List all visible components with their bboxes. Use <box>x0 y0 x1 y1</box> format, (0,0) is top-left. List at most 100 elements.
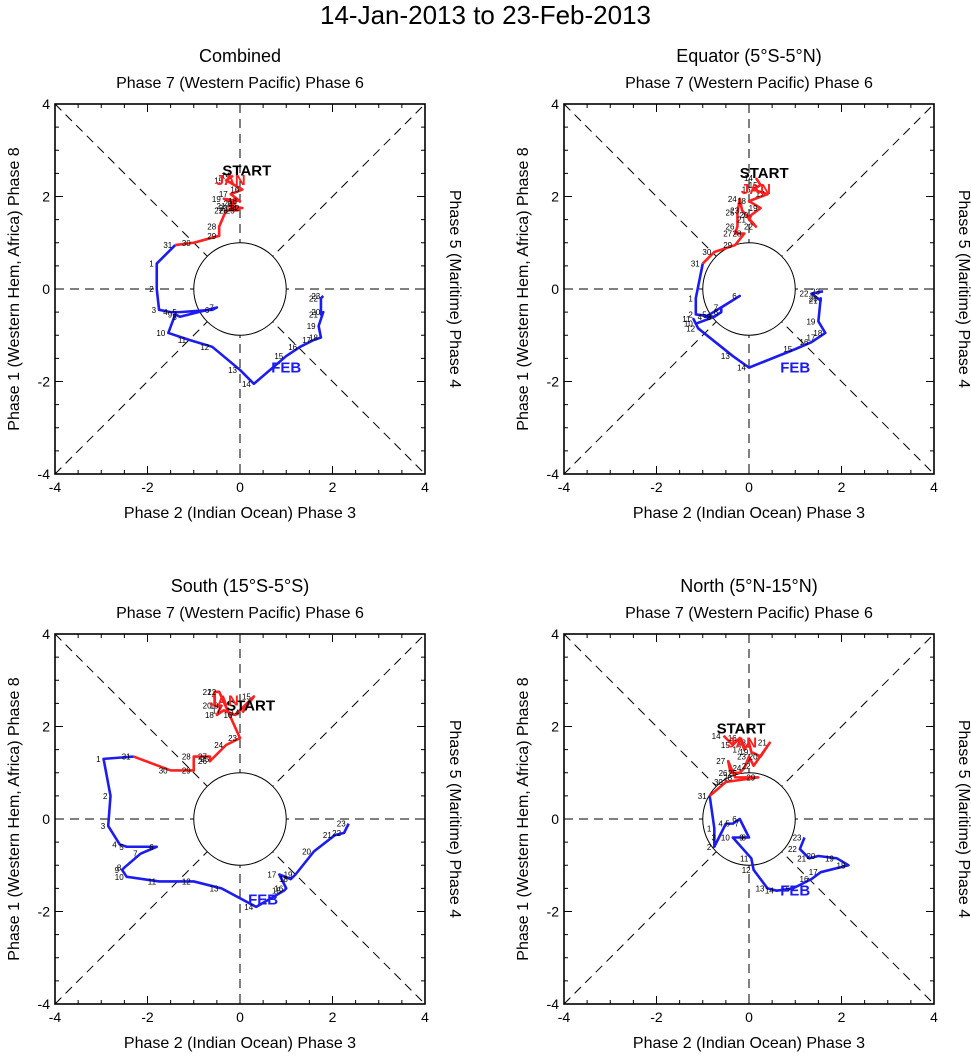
bottom-phase-label: Phase 2 (Indian Ocean) Phase 3 <box>124 505 356 522</box>
rmm-chart-north: North (5°N-15°N) Phase 7 (Western Pacific… <box>515 576 971 1052</box>
unit-circle <box>702 242 796 336</box>
left-phase-label: Phase 1 (Western Hem, Africa) Phase 8 <box>515 677 532 960</box>
day-label: 16 <box>288 343 297 352</box>
day-label: 16 <box>223 711 232 720</box>
day-label: 23 <box>811 287 820 296</box>
day-label: 10 <box>156 329 165 338</box>
day-label: 4 <box>112 840 117 849</box>
day-label: 20 <box>739 211 748 220</box>
day-label: 15 <box>274 352 283 361</box>
day-label: 27 <box>198 753 207 762</box>
day-label: 14 <box>765 887 774 896</box>
start-label: START <box>717 720 766 737</box>
x-tick-label: 4 <box>930 479 938 495</box>
y-tick-label: -2 <box>547 904 560 920</box>
day-label: 16 <box>800 875 809 884</box>
day-label: 1 <box>707 824 712 833</box>
day-label: 9 <box>707 313 712 322</box>
day-label: 17 <box>302 336 311 345</box>
day-label: 20 <box>223 199 232 208</box>
x-tick-label: 2 <box>329 479 337 495</box>
day-label: 13 <box>756 884 765 893</box>
day-label: 19 <box>739 748 748 757</box>
day-label: 29 <box>746 773 755 782</box>
right-phase-label: Phase 5 (Maritime) Phase 4 <box>955 190 971 388</box>
day-label: 6 <box>732 815 737 824</box>
day-label: 12 <box>686 324 695 333</box>
day-label: 24 <box>732 764 741 773</box>
day-label: 19 <box>307 322 316 331</box>
y-tick-label: 0 <box>42 281 50 297</box>
day-label: 28 <box>207 223 216 232</box>
day-label: 16 <box>230 186 239 195</box>
day-label: 1 <box>96 755 101 764</box>
day-label: 11 <box>148 877 157 886</box>
day-label: 4 <box>163 308 168 317</box>
day-label: 8 <box>117 864 122 873</box>
bottom-phase-label: Phase 2 (Indian Ocean) Phase 3 <box>124 1035 356 1052</box>
day-label: 3 <box>101 822 106 831</box>
y-tick-label: 0 <box>551 281 559 297</box>
day-label: 21 <box>203 688 212 697</box>
day-label: 31 <box>691 260 700 269</box>
day-label: 23 <box>337 820 346 829</box>
day-label: 7 <box>714 304 719 313</box>
x-tick-label: 0 <box>236 479 244 495</box>
day-label: 21 <box>323 831 332 840</box>
x-tick-label: 0 <box>236 1009 244 1025</box>
day-label: 29 <box>723 241 732 250</box>
day-label: 10 <box>684 320 693 329</box>
day-label: 26 <box>726 223 735 232</box>
x-tick-label: -4 <box>558 1009 571 1025</box>
jan-label: JAN <box>741 181 771 198</box>
day-label: 22 <box>332 829 341 838</box>
y-tick-label: -4 <box>547 466 560 482</box>
right-phase-label: Phase 5 (Maritime) Phase 4 <box>446 720 463 918</box>
day-label: 3 <box>152 306 157 315</box>
x-tick-label: 0 <box>745 1009 753 1025</box>
day-label: 22 <box>744 223 753 232</box>
day-label: 2 <box>688 310 693 319</box>
left-phase-label: Phase 1 (Western Hem, Africa) Phase 8 <box>515 147 532 430</box>
day-label: 23 <box>737 753 746 762</box>
right-phase-label: Phase 5 (Maritime) Phase 4 <box>446 190 463 388</box>
day-label: 21 <box>758 739 767 748</box>
feb-label: FEB <box>780 359 810 376</box>
bottom-phase-label: Phase 2 (Indian Ocean) Phase 3 <box>633 505 865 522</box>
day-label: 21 <box>217 202 226 211</box>
day-label: 17 <box>806 334 815 343</box>
day-label: 15 <box>214 176 223 185</box>
day-label: 17 <box>267 871 276 880</box>
day-label: 8 <box>714 308 719 317</box>
day-label: 13 <box>228 366 237 375</box>
day-label: 14 <box>242 380 251 389</box>
day-label: 4 <box>698 313 703 322</box>
y-tick-label: 4 <box>551 626 559 642</box>
day-label: 3 <box>707 313 712 322</box>
feb-label: FEB <box>248 892 278 909</box>
day-label: 15 <box>272 887 281 896</box>
day-label: 10 <box>721 834 730 843</box>
day-label: 25 <box>226 206 235 215</box>
day-label: 27 <box>723 230 732 239</box>
day-label: 24 <box>214 741 223 750</box>
day-label: 19 <box>284 871 293 880</box>
day-label: 21 <box>737 216 746 225</box>
panel-title: South (15°S-5°S) <box>171 576 309 596</box>
day-label: 17 <box>732 746 741 755</box>
top-phase-label: Phase 7 (Western Pacific) Phase 6 <box>625 75 873 92</box>
day-label: 20 <box>749 753 758 762</box>
panel-title: Equator (5°S-5°N) <box>676 46 821 66</box>
day-label: 2 <box>707 843 712 852</box>
day-label: 26 <box>219 206 228 215</box>
day-label: 16 <box>742 186 751 195</box>
y-tick-label: 4 <box>551 96 559 112</box>
day-label: 26 <box>719 769 728 778</box>
day-label: 29 <box>207 232 216 241</box>
x-tick-label: -2 <box>141 479 154 495</box>
day-label: 25 <box>726 209 735 218</box>
x-tick-label: 4 <box>421 1009 429 1025</box>
day-label: 31 <box>163 241 172 250</box>
day-label: 2 <box>149 285 154 294</box>
day-label: 17 <box>212 706 221 715</box>
